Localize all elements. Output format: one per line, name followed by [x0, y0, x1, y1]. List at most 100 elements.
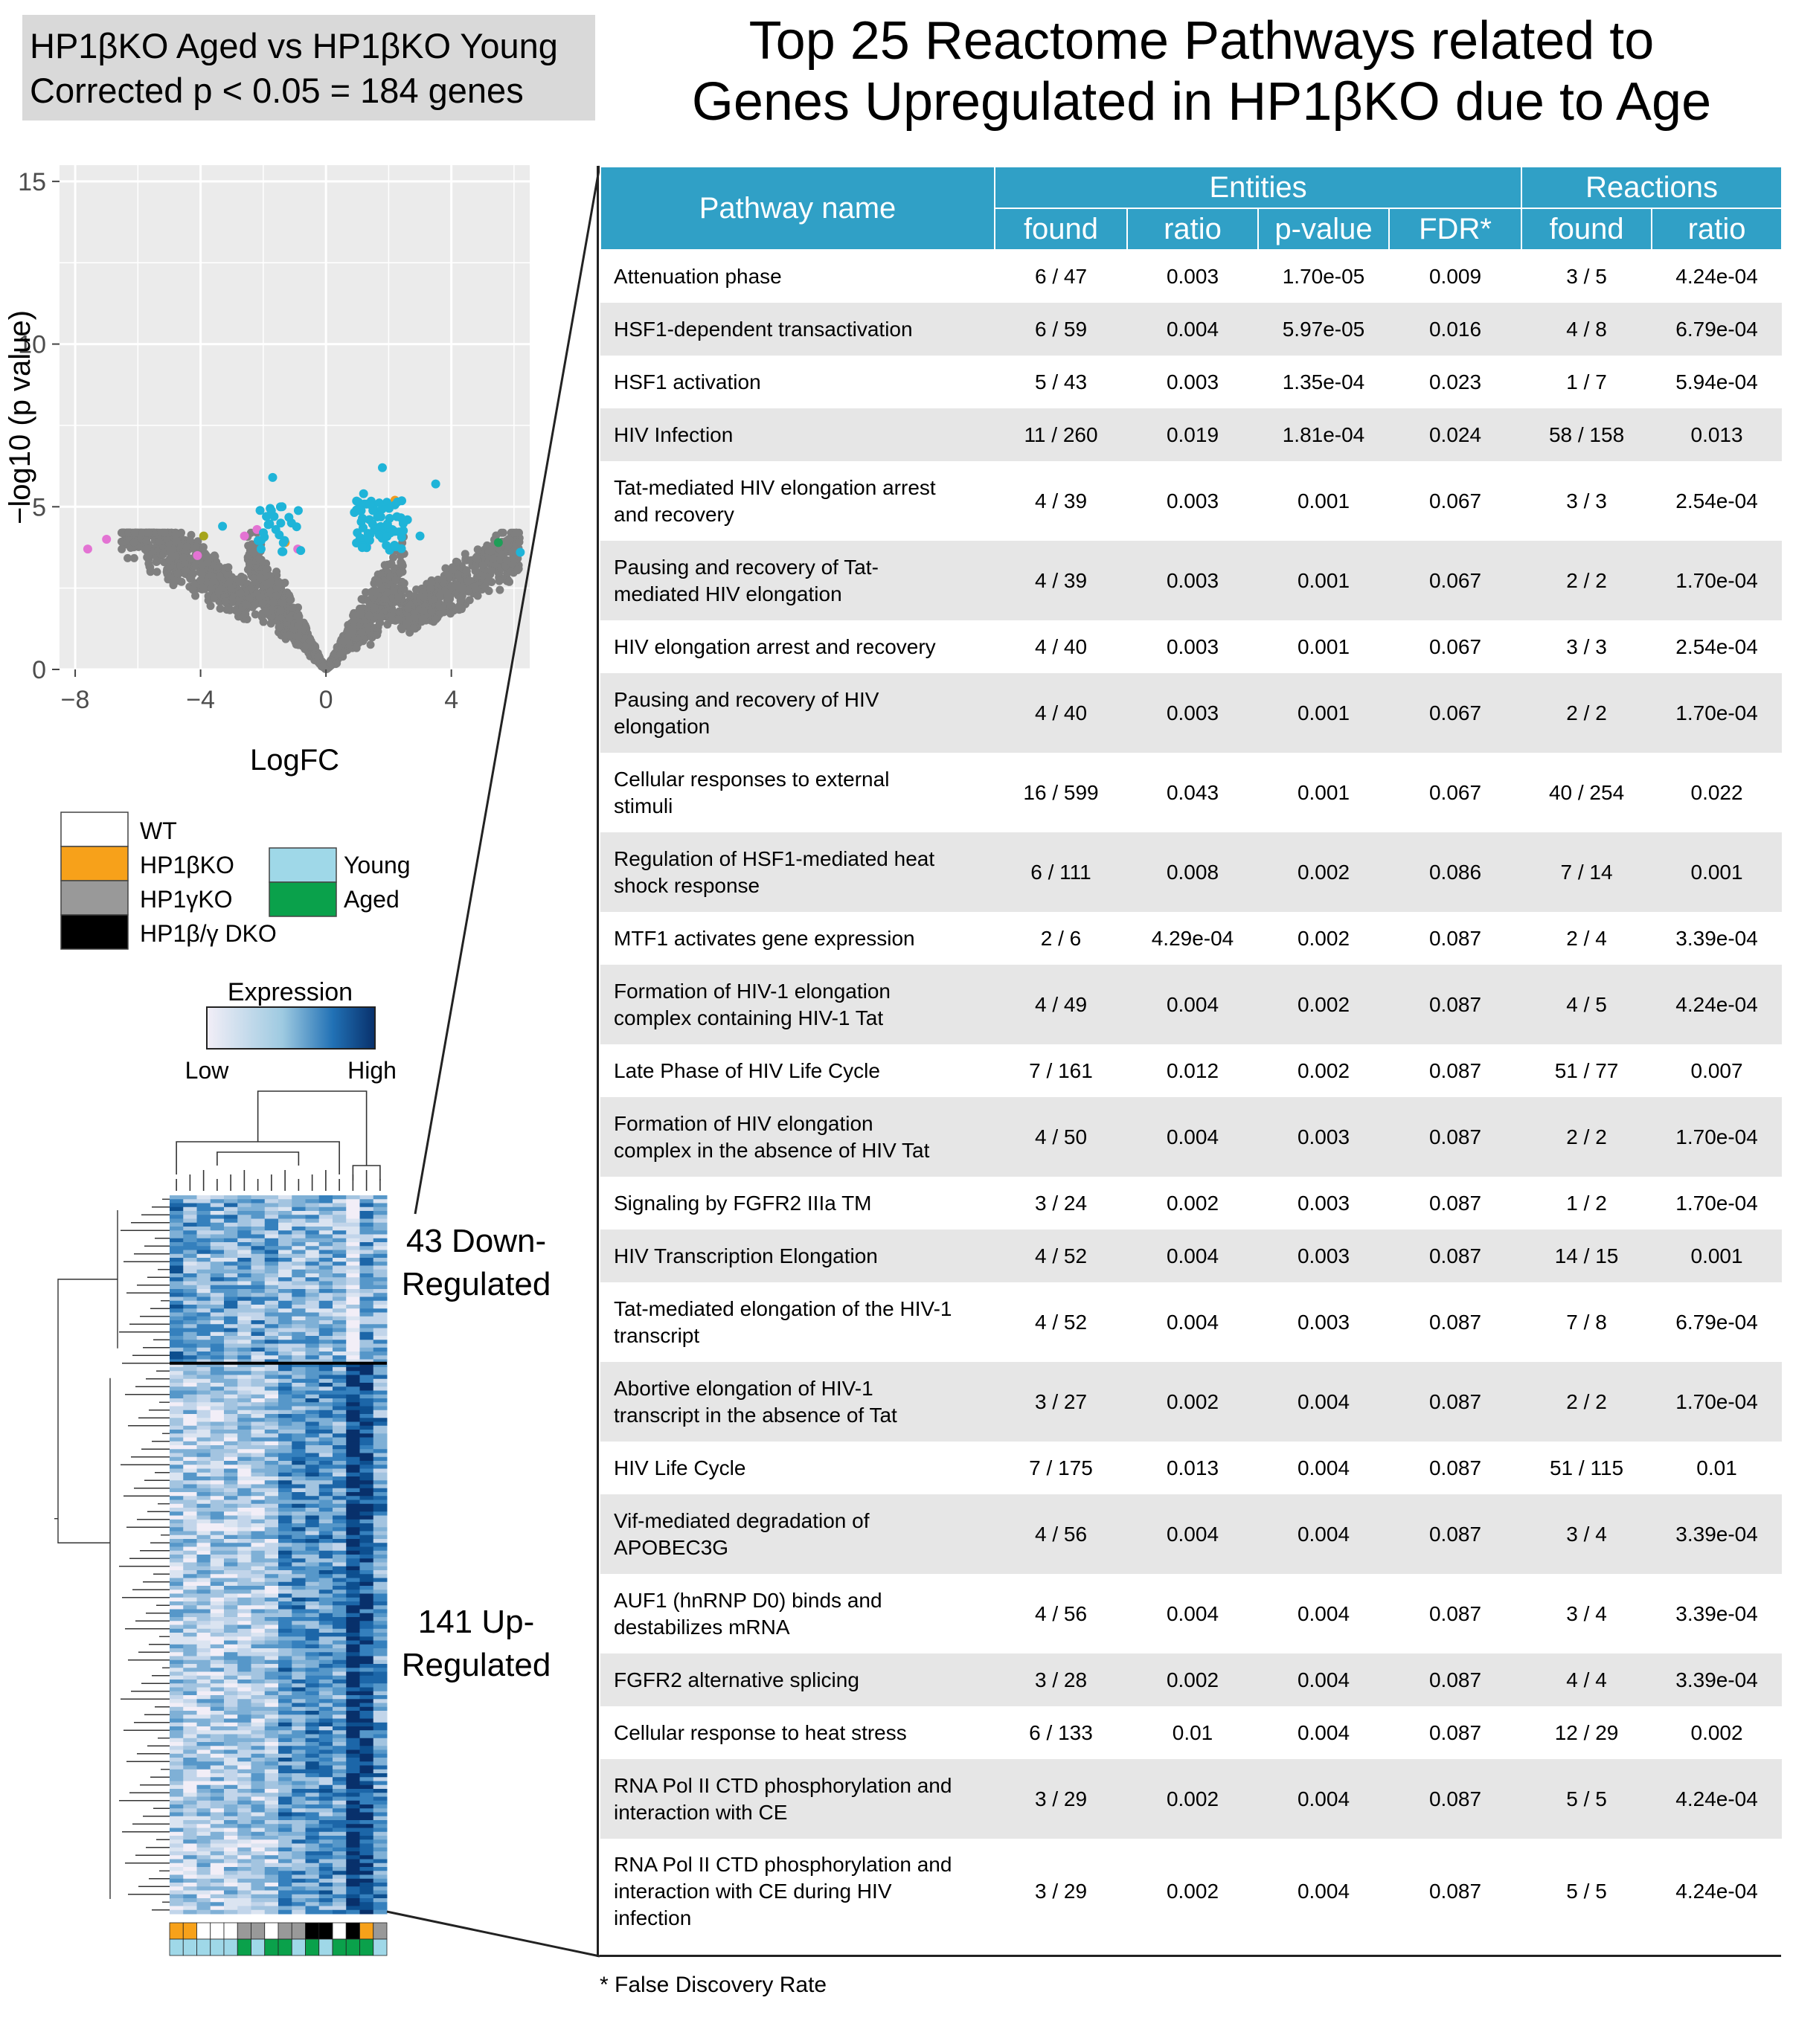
heatmap-cell [333, 1644, 347, 1649]
heatmap-cell [183, 1386, 197, 1391]
heatmap-cell [224, 1227, 238, 1231]
heatmap-cell [359, 1352, 374, 1356]
heatmap-cell [373, 1659, 388, 1665]
heatmap-cell [196, 1558, 211, 1563]
heatmap-cell [292, 1633, 306, 1637]
heatmap-cell [359, 1734, 374, 1739]
heatmap-cell [333, 1511, 347, 1516]
heatmap-cell [210, 1465, 225, 1469]
heatmap-cell [210, 1195, 225, 1200]
heatmap-cell [318, 1456, 333, 1462]
heatmap-cell [183, 1601, 197, 1606]
heatmap-cell [359, 1375, 374, 1380]
heatmap-cell [183, 1566, 197, 1571]
heatmap-cell [183, 1496, 197, 1500]
heatmap-cell [305, 1206, 320, 1212]
heatmap-cell [278, 1722, 292, 1727]
heatmap-cell [278, 1636, 292, 1641]
heatmap-cell [196, 1531, 211, 1536]
heatmap-cell [333, 1624, 347, 1630]
heatmap-cell [237, 1206, 251, 1212]
heatmap-cell [346, 1227, 360, 1231]
heatmap-cell [373, 1285, 388, 1290]
heatmap-cell [224, 1816, 238, 1821]
heatmap-cell [183, 1293, 197, 1297]
heatmap-cell [237, 1492, 251, 1497]
heatmap-cell [305, 1281, 320, 1286]
heatmap-cell [359, 1273, 374, 1278]
heatmap-cell [183, 1390, 197, 1395]
heatmap-cell [292, 1749, 306, 1755]
heatmap-cell [210, 1316, 225, 1321]
heatmap-cell [224, 1312, 238, 1317]
heatmap-cell [196, 1511, 211, 1516]
heatmap-cell [305, 1601, 320, 1606]
heatmap-cell [251, 1680, 266, 1684]
heatmap-cell [292, 1527, 306, 1532]
heatmap-cell [346, 1773, 360, 1778]
heatmap-cell [183, 1527, 197, 1532]
heatmap-cell [237, 1250, 251, 1255]
heatmap-cell [224, 1383, 238, 1387]
heatmap-cell [278, 1343, 292, 1349]
heatmap-cell [224, 1796, 238, 1802]
heatmap-cell [170, 1336, 184, 1340]
heatmap-cell [264, 1242, 279, 1247]
heatmap-cell [278, 1742, 292, 1746]
heatmap-cell [183, 1305, 197, 1309]
heatmap-cell [224, 1508, 238, 1512]
heatmap-cell [346, 1508, 360, 1512]
heatmap-cell [251, 1718, 266, 1723]
heatmap-cell [251, 1441, 266, 1446]
heatmap-cell [373, 1574, 388, 1578]
heatmap-cell [346, 1706, 360, 1712]
heatmap-cell [346, 1300, 360, 1305]
heatmap-cell [170, 1414, 184, 1418]
heatmap-cell [305, 1320, 320, 1325]
heatmap-cell [333, 1574, 347, 1578]
heatmap-cell [373, 1195, 388, 1200]
heatmap-cell [359, 1531, 374, 1536]
heatmap-cell [318, 1546, 333, 1552]
heatmap-cell [264, 1445, 279, 1450]
heatmap-cell [318, 1273, 333, 1278]
heatmap-cell [305, 1800, 320, 1805]
heatmap-cell [318, 1648, 333, 1653]
heatmap-cell [237, 1800, 251, 1805]
heatmap-cell [318, 1628, 333, 1633]
heatmap-cell [170, 1300, 184, 1305]
heatmap-cell [264, 1781, 279, 1786]
heatmap-cell [237, 1765, 251, 1770]
heatmap-cell [346, 1441, 360, 1446]
heatmap-cell [278, 1215, 292, 1219]
heatmap-cell [333, 1558, 347, 1563]
heatmap-cell [359, 1410, 374, 1415]
heatmap-cell [251, 1289, 266, 1293]
heatmap-cell [333, 1621, 347, 1625]
heatmap-cell [278, 1375, 292, 1380]
heatmap-cell [333, 1308, 347, 1313]
heatmap-cell [359, 1730, 374, 1735]
heatmap-cell [305, 1347, 320, 1352]
heatmap-cell [359, 1566, 374, 1571]
heatmap-cell [318, 1465, 333, 1469]
heatmap-cell [210, 1683, 225, 1688]
heatmap-cell [183, 1340, 197, 1344]
heatmap-cell [292, 1695, 306, 1700]
heatmap-cell [170, 1820, 184, 1825]
heatmap-cell [251, 1242, 266, 1247]
heatmap-cell [359, 1503, 374, 1508]
heatmap-cell [237, 1680, 251, 1684]
heatmap-cell [346, 1246, 360, 1250]
heatmap-cell [359, 1508, 374, 1512]
heatmap-cell [264, 1199, 279, 1203]
heatmap-cell [237, 1234, 251, 1239]
heatmap-cell [305, 1699, 320, 1703]
heatmap-cell [333, 1636, 347, 1641]
heatmap-cell [210, 1402, 225, 1407]
heatmap-cell [305, 1605, 320, 1610]
heatmap-cell [237, 1711, 251, 1715]
heatmap-cell [373, 1234, 388, 1239]
heatmap-cell [237, 1211, 251, 1215]
heatmap-cell [196, 1804, 211, 1809]
